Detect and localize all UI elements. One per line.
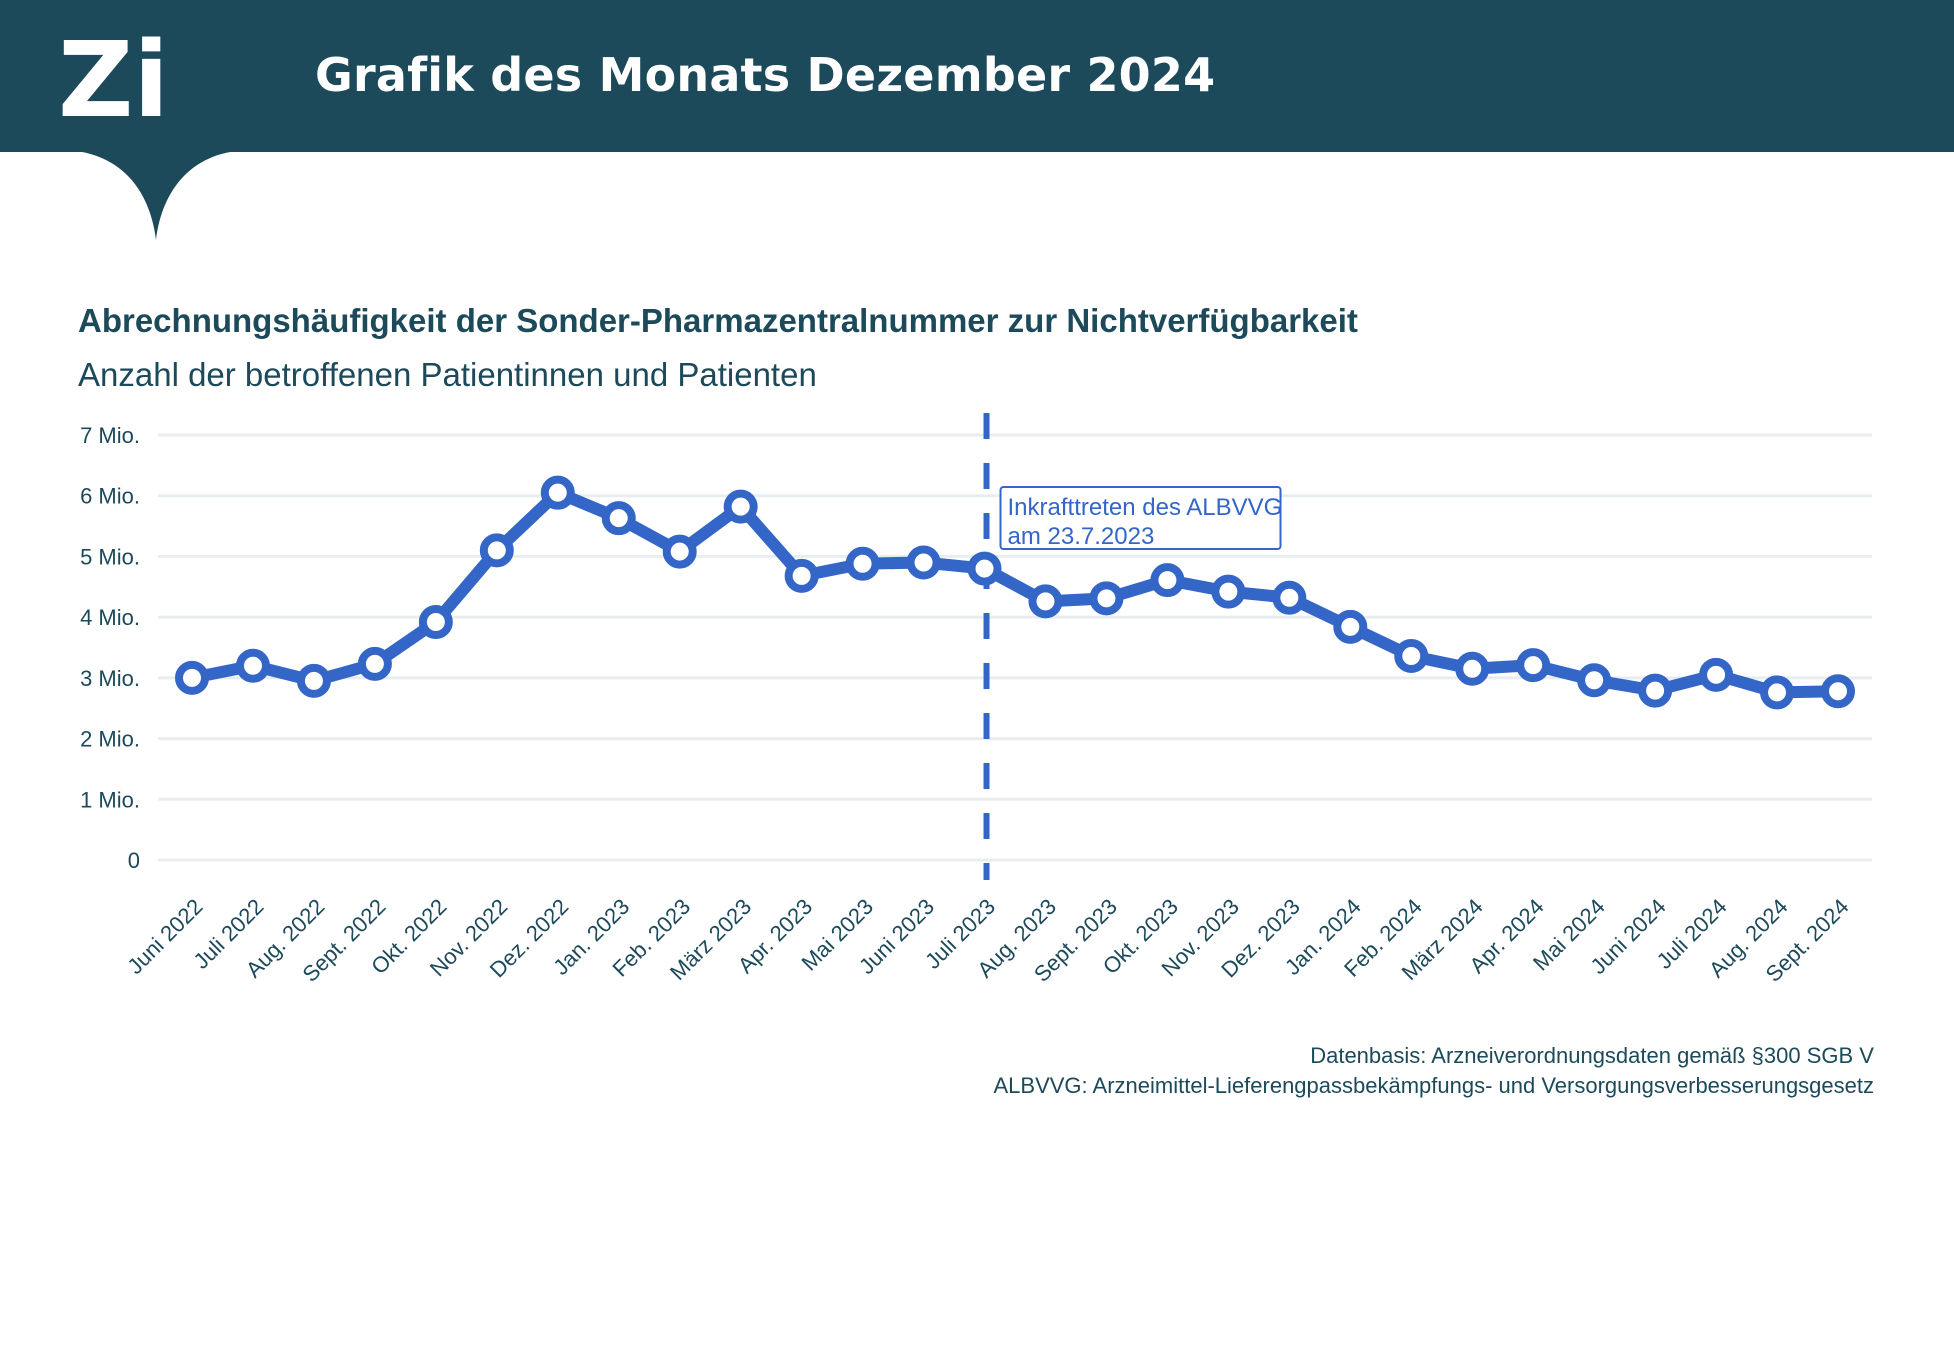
data-point bbox=[906, 545, 941, 580]
data-point bbox=[1394, 639, 1429, 673]
y-tick-label: 6 Mio. bbox=[80, 484, 140, 509]
data-point bbox=[357, 646, 392, 681]
data-point bbox=[175, 660, 209, 695]
zi-logo-text: Zi bbox=[58, 22, 169, 122]
data-point bbox=[1150, 563, 1185, 598]
data-point bbox=[601, 501, 636, 536]
data-point bbox=[723, 489, 758, 524]
y-tick-label: 5 Mio. bbox=[80, 544, 140, 569]
data-point bbox=[1089, 581, 1124, 616]
data-point bbox=[1699, 657, 1734, 692]
header-bar bbox=[0, 0, 1954, 152]
series-line bbox=[186, 486, 1844, 699]
chart-title: Abrechnungshäufigkeit der Sonder-Pharmaz… bbox=[78, 302, 1358, 339]
data-point bbox=[235, 648, 270, 683]
data-point bbox=[1028, 584, 1063, 619]
y-tick-label: 1 Mio. bbox=[80, 787, 140, 812]
data-point bbox=[1516, 648, 1551, 683]
header-title: Grafik des Monats Dezember 2024 bbox=[315, 48, 1216, 102]
y-tick-label: 3 Mio. bbox=[80, 666, 140, 691]
data-point bbox=[1760, 675, 1795, 710]
data-point bbox=[784, 558, 819, 593]
chart-subtitle: Anzahl der betroffenen Patientinnen und … bbox=[78, 356, 817, 393]
y-axis-tick-labels: 0 1 Mio. 2 Mio. 3 Mio. 4 Mio. 5 Mio. 6 Mio. 7 M… bbox=[80, 423, 140, 873]
x-tick-label: Juni 2022 bbox=[122, 894, 207, 979]
y-tick-label: 4 Mio. bbox=[80, 605, 140, 630]
y-tick-label: 2 Mio. bbox=[80, 727, 140, 752]
data-point bbox=[1455, 651, 1490, 686]
data-point bbox=[1638, 673, 1673, 708]
y-tick-label: 0 bbox=[128, 848, 140, 873]
data-point bbox=[418, 605, 453, 639]
data-point bbox=[479, 533, 514, 568]
y-tick-label: 7 Mio. bbox=[80, 423, 140, 448]
data-point bbox=[540, 475, 575, 510]
data-point bbox=[1821, 674, 1855, 709]
series-group bbox=[175, 475, 1855, 710]
zi-logo: Zi bbox=[58, 22, 169, 122]
data-point bbox=[1272, 580, 1307, 615]
header-notch-shape bbox=[60, 150, 252, 240]
data-point bbox=[1333, 609, 1368, 644]
annotation-text-line1: Inkrafttreten des ALBVVG bbox=[1008, 494, 1283, 521]
footnote-source: Datenbasis: Arzneiverordnungsdaten gemäß… bbox=[1310, 1043, 1874, 1068]
data-point bbox=[662, 534, 697, 569]
data-point bbox=[296, 663, 331, 698]
annotation-box bbox=[999, 486, 1282, 550]
data-point bbox=[845, 546, 880, 581]
annotation-text-line2: am 23.7.2023 bbox=[1008, 523, 1155, 550]
footnote-abbreviation: ALBVVG: Arzneimittel-Lieferengpassbekämp… bbox=[993, 1073, 1875, 1098]
data-point bbox=[1577, 663, 1612, 698]
data-point bbox=[967, 551, 1002, 586]
data-point bbox=[1211, 574, 1246, 609]
